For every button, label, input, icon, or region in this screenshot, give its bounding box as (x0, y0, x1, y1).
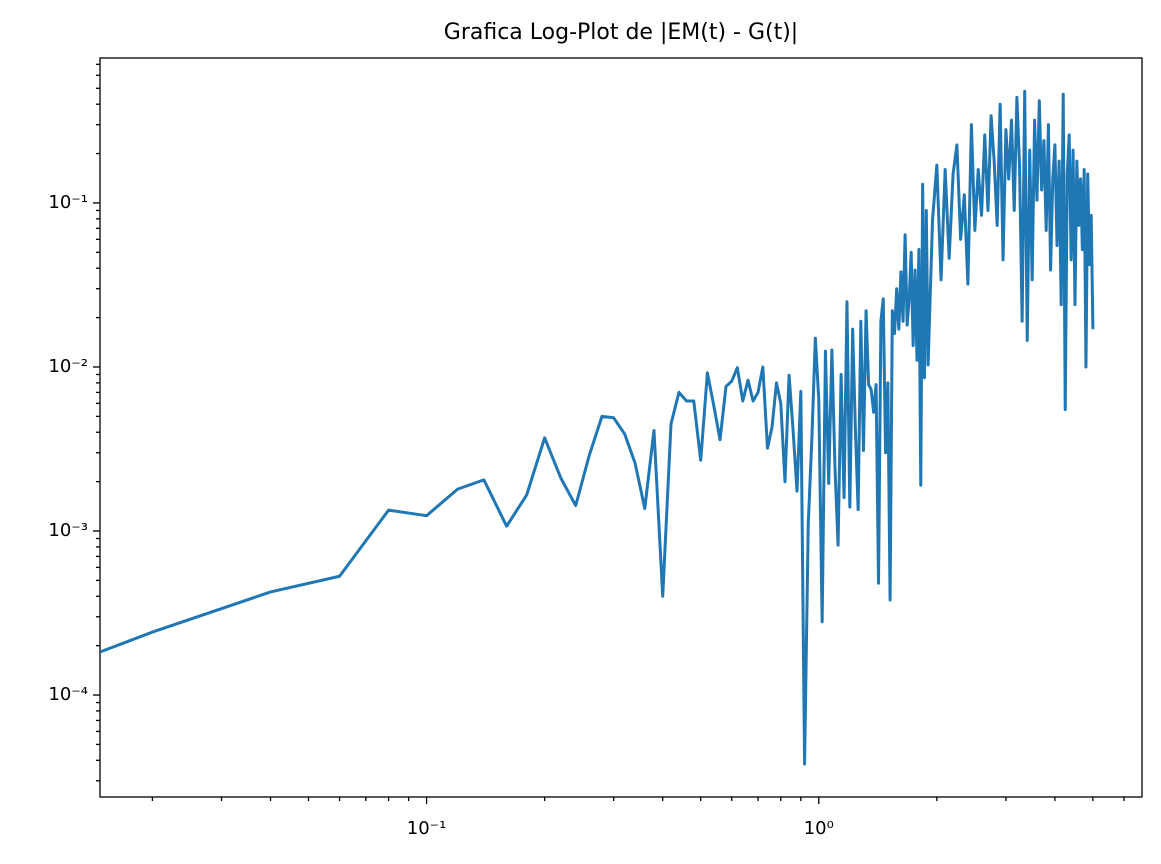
y-tick-label: 10⁻² (48, 356, 88, 377)
y-tick-label: 10⁻¹ (48, 192, 88, 213)
y-tick-label: 10⁻³ (48, 520, 88, 541)
axes-frame (99, 57, 1143, 798)
data-line (100, 89, 1095, 766)
y-tick-label: 10⁻⁴ (48, 684, 88, 705)
x-tick-label: 10⁰ (804, 818, 834, 839)
chart-title: Grafica Log-Plot de |EM(t) - G(t)| (444, 20, 798, 45)
x-tick-label: 10⁻¹ (407, 818, 447, 839)
